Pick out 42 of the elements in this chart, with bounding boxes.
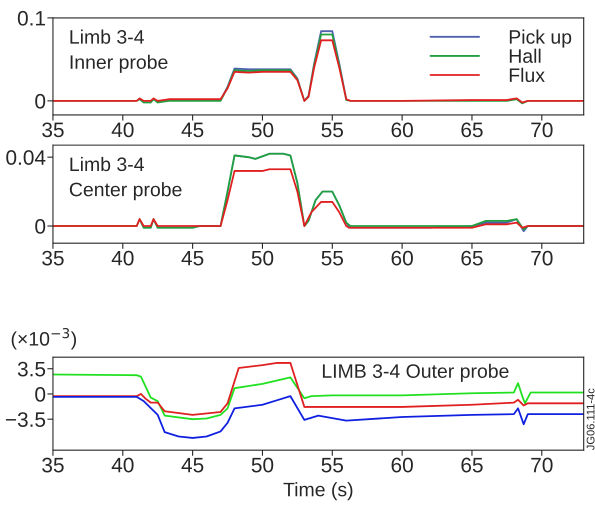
- annotation: Limb 3-4 Inner probe: [70, 30, 168, 73]
- x-tick-label: 60: [392, 250, 413, 266]
- y-tick-label: 0.1: [18, 10, 45, 26]
- annotation: LIMB 3-4 Outer probe: [322, 364, 509, 382]
- x-tick-label: 40: [112, 122, 134, 138]
- x-tick-label: 50: [252, 250, 274, 266]
- y-axis-title: (×10$^{−3}$): [12, 328, 76, 350]
- x-tick-label: 45: [182, 122, 204, 138]
- x-tick-label: 65: [461, 122, 483, 138]
- y-tick-label: 0: [35, 219, 46, 234]
- x-tick-label: 60: [392, 122, 413, 138]
- x-tick-label: 45: [182, 458, 204, 472]
- text: JG06.111-4c: [586, 388, 595, 450]
- y-tick-label: 0.04: [6, 150, 46, 165]
- x-tick-label: 40: [112, 250, 134, 266]
- x-tick-label: 35: [42, 458, 64, 472]
- x-tick-label: 55: [322, 250, 344, 266]
- annotation: Limb 3-4 Center probe: [70, 156, 182, 200]
- x-tick-label: 50: [252, 458, 274, 472]
- x-tick-label: 55: [322, 122, 344, 138]
- x-tick-label: 70: [531, 122, 553, 138]
- x-axis-title: Time (s): [283, 482, 352, 500]
- line-series: [52, 362, 584, 416]
- y-tick-label: 0: [35, 386, 46, 402]
- y-tick-label: 3.5: [18, 362, 46, 376]
- x-tick-label: 35: [42, 122, 64, 138]
- x-tick-label: 35: [42, 250, 64, 266]
- y-tick-label: −3.5: [6, 412, 46, 427]
- x-tick-label: 65: [461, 458, 483, 472]
- x-tick-label: 60: [392, 458, 413, 472]
- x-tick-label: 50: [252, 122, 274, 138]
- legend-label: Hall: [510, 48, 540, 63]
- line-series: [52, 395, 584, 439]
- x-tick-label: 40: [112, 458, 134, 472]
- x-tick-label: 65: [461, 250, 483, 266]
- legend-label: Flux: [510, 68, 545, 82]
- x-tick-label: 70: [531, 250, 553, 266]
- legend-label: Pick up: [510, 30, 572, 48]
- x-tick-label: 70: [531, 458, 553, 472]
- y-tick-label: 0: [35, 94, 46, 109]
- x-tick-label: 55: [322, 458, 344, 472]
- x-tick-label: 45: [182, 250, 204, 266]
